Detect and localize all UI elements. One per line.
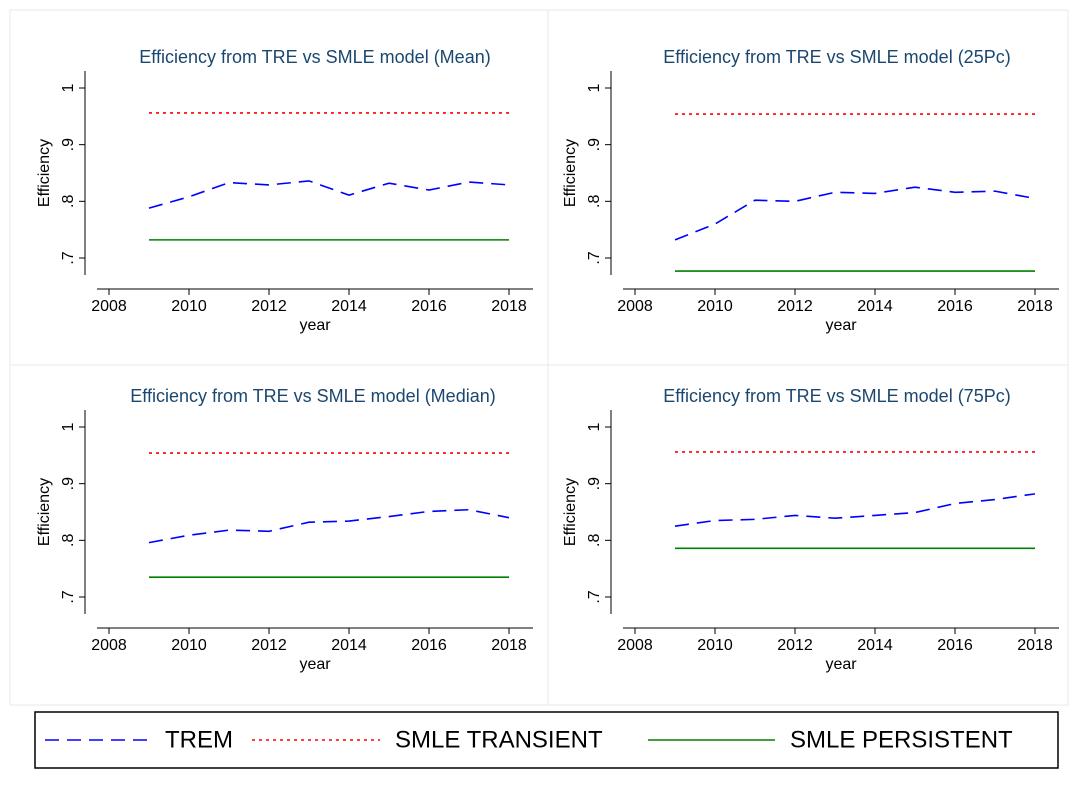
legend-box	[34, 711, 1059, 769]
x-tick-label: 2014	[331, 637, 367, 654]
x-tick-label: 2012	[251, 298, 287, 315]
x-tick-label: 2008	[617, 637, 653, 654]
series-line	[674, 186, 1036, 241]
y-axis-label: Efficiency	[562, 139, 579, 207]
x-tick-label: 2012	[251, 637, 287, 654]
x-axis-label: year	[299, 317, 331, 334]
x-tick-label: 2018	[491, 298, 527, 315]
legend-label: SMLE TRANSIENT	[395, 726, 603, 753]
y-tick-label: .8	[60, 534, 77, 547]
x-tick-label: 2018	[1017, 637, 1053, 654]
y-axis-label: Efficiency	[36, 478, 53, 546]
y-tick-label: .8	[60, 195, 77, 208]
x-tick-label: 2010	[697, 298, 733, 315]
x-tick-label: 2014	[331, 298, 367, 315]
chart-title: Efficiency from TRE vs SMLE model (Mean)	[139, 47, 490, 67]
x-tick-label: 2010	[697, 637, 733, 654]
series-line	[148, 508, 510, 544]
legend-label: TREM	[165, 726, 233, 753]
y-tick-label: .8	[586, 195, 603, 208]
y-tick-label: 1	[586, 422, 603, 431]
x-tick-label: 2012	[777, 298, 813, 315]
x-tick-label: 2018	[1017, 298, 1053, 315]
x-tick-label: 2016	[937, 298, 973, 315]
y-tick-label: 1	[60, 83, 77, 92]
y-tick-label: .7	[586, 590, 603, 603]
x-tick-label: 2016	[411, 637, 447, 654]
x-axis-label: year	[299, 656, 331, 673]
legend-label: SMLE PERSISTENT	[790, 726, 1013, 753]
panel-area	[9, 9, 1069, 706]
x-axis-label: year	[825, 317, 857, 334]
series-line	[674, 493, 1036, 527]
x-tick-label: 2018	[491, 637, 527, 654]
x-axis-label: year	[825, 656, 857, 673]
x-tick-label: 2016	[937, 637, 973, 654]
y-tick-label: .9	[60, 138, 77, 151]
y-tick-label: .7	[60, 251, 77, 264]
y-tick-label: 1	[60, 422, 77, 431]
x-tick-label: 2008	[91, 637, 127, 654]
y-axis-label: Efficiency	[562, 478, 579, 546]
series-line	[148, 180, 510, 209]
x-tick-label: 2010	[171, 637, 207, 654]
y-tick-label: .8	[586, 534, 603, 547]
x-tick-label: 2008	[617, 298, 653, 315]
chart-title: Efficiency from TRE vs SMLE model (25Pc)	[663, 47, 1010, 67]
y-tick-label: .7	[586, 251, 603, 264]
x-tick-label: 2010	[171, 298, 207, 315]
x-tick-label: 2008	[91, 298, 127, 315]
x-tick-label: 2016	[411, 298, 447, 315]
x-tick-label: 2014	[857, 637, 893, 654]
y-tick-label: .7	[60, 590, 77, 603]
y-axis-label: Efficiency	[36, 139, 53, 207]
y-tick-label: .9	[60, 477, 77, 490]
x-tick-label: 2012	[777, 637, 813, 654]
chart-title: Efficiency from TRE vs SMLE model (75Pc)	[663, 386, 1010, 406]
y-tick-label: .9	[586, 477, 603, 490]
y-tick-label: 1	[586, 83, 603, 92]
y-tick-label: .9	[586, 138, 603, 151]
x-tick-label: 2014	[857, 298, 893, 315]
chart-title: Efficiency from TRE vs SMLE model (Media…	[130, 386, 495, 406]
